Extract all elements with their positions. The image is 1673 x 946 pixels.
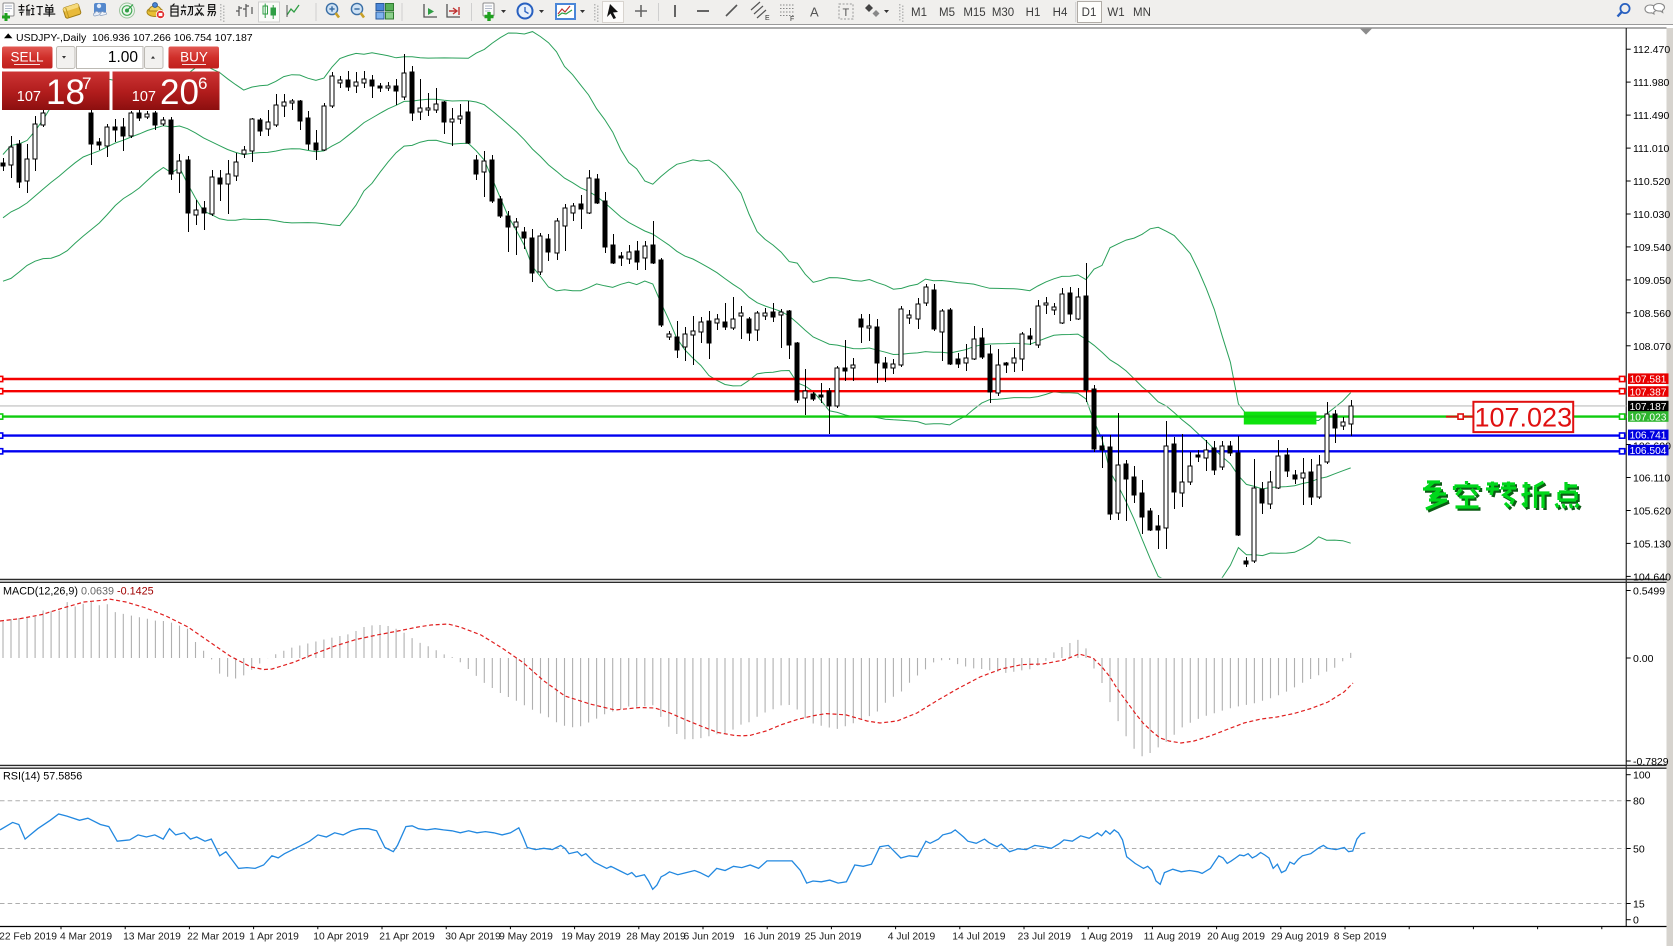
svg-text:111.010: 111.010 — [1633, 143, 1670, 155]
svg-text:106.504: 106.504 — [1630, 446, 1667, 457]
svg-text:111.980: 111.980 — [1633, 77, 1670, 89]
svg-text:4 Mar 2019: 4 Mar 2019 — [60, 932, 112, 943]
svg-text:MACD(12,26,9) 0.0639 -0.1425: MACD(12,26,9) 0.0639 -0.1425 — [3, 586, 154, 598]
svg-text:106.741: 106.741 — [1630, 431, 1667, 442]
svg-text:H4: H4 — [1053, 7, 1068, 19]
svg-text:E: E — [765, 15, 770, 22]
svg-text:108.560: 108.560 — [1633, 308, 1671, 320]
svg-text:30 Apr 2019: 30 Apr 2019 — [445, 932, 501, 943]
svg-text:107.387: 107.387 — [1630, 387, 1667, 398]
svg-text:25 Jun 2019: 25 Jun 2019 — [805, 932, 862, 943]
svg-text:13 Mar 2019: 13 Mar 2019 — [123, 932, 181, 943]
svg-text:50: 50 — [1633, 844, 1645, 856]
svg-text:M1: M1 — [911, 7, 927, 19]
svg-text:SELL: SELL — [10, 50, 44, 65]
svg-text:22 Feb 2019: 22 Feb 2019 — [0, 932, 57, 943]
svg-text:15: 15 — [1633, 899, 1645, 911]
svg-text:0.5499: 0.5499 — [1633, 586, 1665, 598]
svg-text:4 Jul 2019: 4 Jul 2019 — [888, 932, 936, 943]
svg-text:1 Aug 2019: 1 Aug 2019 — [1081, 932, 1133, 943]
svg-text:105.620: 105.620 — [1633, 506, 1671, 518]
svg-text:D1: D1 — [1082, 7, 1097, 19]
svg-text:106.110: 106.110 — [1633, 473, 1670, 485]
svg-text:108.070: 108.070 — [1633, 341, 1671, 353]
svg-text:107.187: 107.187 — [1630, 402, 1667, 413]
svg-text:6: 6 — [198, 74, 207, 93]
svg-text:18: 18 — [46, 73, 85, 112]
svg-text:28 May 2019: 28 May 2019 — [626, 932, 686, 943]
svg-text:H1: H1 — [1026, 7, 1041, 19]
svg-text:BUY: BUY — [180, 50, 208, 65]
svg-text:110.520: 110.520 — [1633, 176, 1670, 188]
svg-text:19 May 2019: 19 May 2019 — [561, 932, 621, 943]
svg-text:8 Sep 2019: 8 Sep 2019 — [1334, 932, 1387, 943]
svg-text:-0.7829: -0.7829 — [1633, 756, 1669, 768]
svg-text:107.023: 107.023 — [1630, 412, 1667, 423]
svg-text:100: 100 — [1633, 770, 1651, 782]
svg-text:10 Apr 2019: 10 Apr 2019 — [313, 932, 369, 943]
svg-text:W1: W1 — [1107, 7, 1124, 19]
svg-text:107.581: 107.581 — [1630, 375, 1667, 386]
svg-text:1 Apr 2019: 1 Apr 2019 — [249, 932, 299, 943]
svg-text:111.490: 111.490 — [1633, 110, 1670, 122]
svg-text:7: 7 — [82, 74, 91, 93]
svg-text:22 Mar 2019: 22 Mar 2019 — [187, 932, 245, 943]
svg-text:107: 107 — [17, 89, 41, 105]
svg-text:23 Jul 2019: 23 Jul 2019 — [1018, 932, 1072, 943]
svg-text:6 Jun 2019: 6 Jun 2019 — [684, 932, 735, 943]
svg-text:20 Aug 2019: 20 Aug 2019 — [1207, 932, 1265, 943]
svg-text:107: 107 — [132, 89, 156, 105]
svg-text:11 Aug 2019: 11 Aug 2019 — [1144, 932, 1201, 943]
svg-text:80: 80 — [1633, 796, 1645, 808]
svg-text:1.00: 1.00 — [108, 49, 139, 66]
svg-text:20: 20 — [160, 73, 199, 112]
svg-text:M5: M5 — [939, 7, 955, 19]
svg-text:104.640: 104.640 — [1633, 571, 1671, 583]
svg-text:RSI(14) 57.5856: RSI(14) 57.5856 — [3, 771, 82, 783]
svg-text:M15: M15 — [963, 7, 985, 19]
svg-text:9 May 2019: 9 May 2019 — [499, 932, 553, 943]
svg-text:MN: MN — [1133, 7, 1151, 19]
svg-text:110.030: 110.030 — [1633, 209, 1670, 221]
svg-text:109.050: 109.050 — [1633, 275, 1671, 287]
svg-text:A: A — [810, 5, 819, 20]
svg-text:109.540: 109.540 — [1633, 242, 1671, 254]
svg-text:0.00: 0.00 — [1633, 653, 1654, 665]
svg-text:107.023: 107.023 — [1474, 403, 1572, 433]
svg-text:29 Aug 2019: 29 Aug 2019 — [1271, 932, 1329, 943]
svg-text:112.470: 112.470 — [1633, 44, 1670, 56]
svg-text:14 Jul 2019: 14 Jul 2019 — [952, 932, 1006, 943]
svg-text:T: T — [843, 7, 850, 19]
svg-text:F: F — [790, 16, 794, 23]
svg-text:USDJPY-,Daily 106.936 107.266: USDJPY-,Daily 106.936 107.266 106.754 10… — [16, 32, 253, 44]
svg-text:21 Apr 2019: 21 Apr 2019 — [379, 932, 435, 943]
svg-text:16 Jun 2019: 16 Jun 2019 — [744, 932, 801, 943]
svg-text:0: 0 — [1633, 915, 1639, 927]
svg-text:105.130: 105.130 — [1633, 538, 1671, 550]
svg-text:M30: M30 — [992, 7, 1014, 19]
